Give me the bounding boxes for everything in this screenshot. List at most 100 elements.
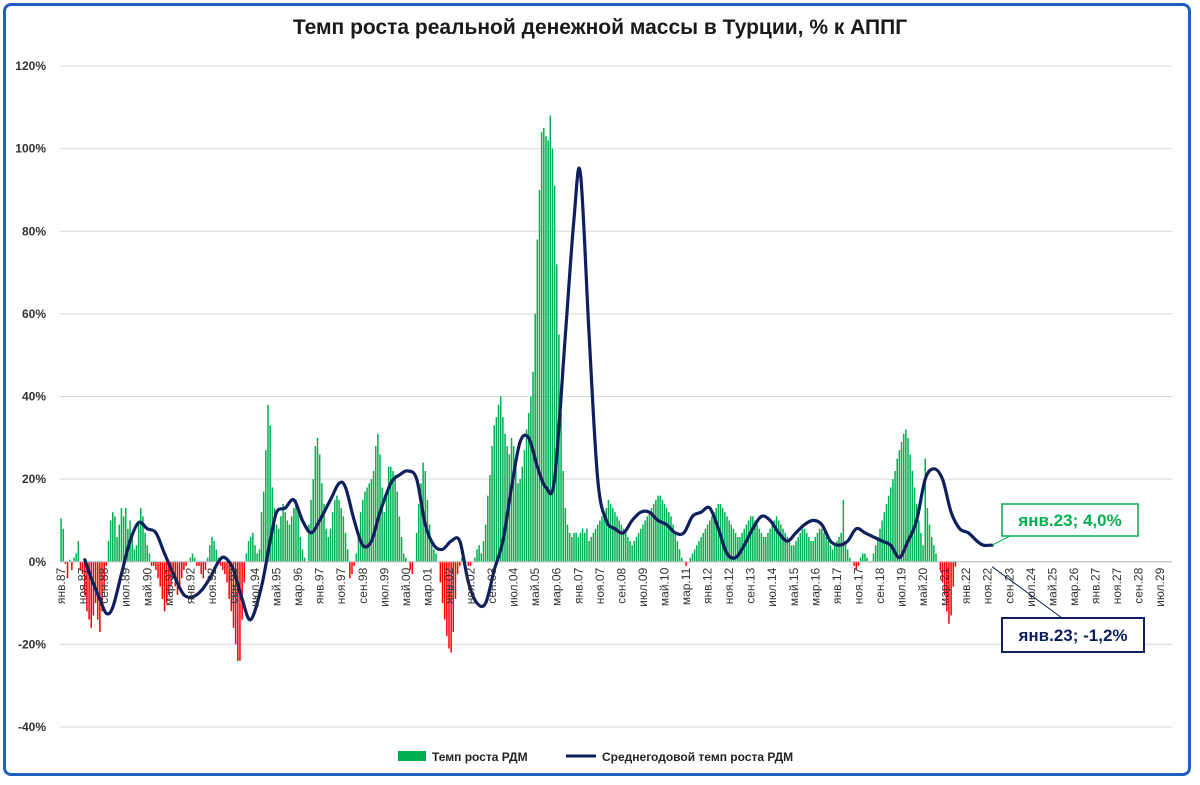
bar xyxy=(943,561,946,595)
bar xyxy=(318,454,321,562)
bar xyxy=(456,561,459,575)
bar xyxy=(157,561,159,579)
bar xyxy=(816,532,819,562)
bar xyxy=(504,433,506,562)
bar xyxy=(907,437,909,562)
bar xyxy=(150,561,153,566)
bar xyxy=(657,495,659,562)
x-tick-label: мар.26 xyxy=(1067,567,1081,606)
bar xyxy=(280,516,282,562)
bar xyxy=(568,532,571,562)
bar xyxy=(749,516,752,562)
bar xyxy=(844,541,847,562)
bar xyxy=(168,561,170,595)
bar xyxy=(155,561,157,571)
bar xyxy=(771,524,773,562)
bar xyxy=(405,557,407,562)
bar xyxy=(721,508,724,562)
chart-frame xyxy=(3,3,1191,776)
bar xyxy=(827,541,830,562)
x-tick-label: сен.93 xyxy=(226,567,240,603)
bar xyxy=(728,520,730,562)
bar xyxy=(362,499,364,562)
bar xyxy=(601,516,603,562)
bar xyxy=(312,479,314,562)
bar xyxy=(198,561,200,566)
bar xyxy=(902,433,905,562)
bar xyxy=(118,524,121,562)
callouts: янв.23; 4,0% янв.23; -1,2% xyxy=(991,503,1145,653)
x-tick-label: май.90 xyxy=(140,567,154,606)
bar xyxy=(439,561,442,583)
bar xyxy=(66,561,69,579)
bar xyxy=(377,433,379,562)
bar xyxy=(814,536,817,562)
bar xyxy=(846,549,849,562)
bar xyxy=(94,561,97,604)
bar xyxy=(252,532,254,562)
bar xyxy=(340,508,342,562)
bar xyxy=(396,491,399,562)
bar xyxy=(226,561,228,583)
bar xyxy=(484,524,487,562)
bar xyxy=(400,536,403,562)
bar xyxy=(344,532,347,562)
bar xyxy=(760,532,763,562)
bar xyxy=(564,508,567,562)
y-tick-label: -20% xyxy=(18,637,46,651)
bar xyxy=(928,524,931,562)
bar xyxy=(584,532,586,562)
bar xyxy=(213,541,215,562)
bar xyxy=(790,545,793,562)
bar xyxy=(890,487,892,562)
x-tick-label: ноя.97 xyxy=(334,567,348,604)
bar xyxy=(262,491,265,562)
bar xyxy=(737,536,739,562)
bar xyxy=(478,545,480,562)
bar xyxy=(152,561,155,566)
bar xyxy=(219,561,222,566)
bar xyxy=(933,545,935,562)
x-tick-label: мар.01 xyxy=(420,567,434,606)
bar xyxy=(954,561,957,567)
x-tick-label: июл.09 xyxy=(636,567,650,606)
bar xyxy=(267,404,269,562)
bar xyxy=(678,549,681,562)
bar xyxy=(715,508,717,562)
bar xyxy=(663,503,666,562)
bar xyxy=(124,508,127,562)
bar xyxy=(211,536,213,562)
bar xyxy=(418,503,420,562)
bar xyxy=(926,508,929,562)
bar xyxy=(708,520,711,562)
bar xyxy=(911,470,914,562)
bar xyxy=(495,417,498,562)
x-tick-label: ноя.02 xyxy=(464,567,478,604)
bar xyxy=(215,549,217,562)
bar xyxy=(189,557,192,562)
bar xyxy=(635,536,638,562)
bar xyxy=(624,532,627,562)
bar xyxy=(163,561,166,612)
bar xyxy=(185,561,187,566)
bar xyxy=(674,532,677,562)
bar xyxy=(392,470,394,562)
bar xyxy=(864,553,866,562)
bar xyxy=(254,545,256,562)
bar xyxy=(506,446,508,562)
bar xyxy=(206,557,209,562)
callout-leader-green xyxy=(991,535,1011,546)
bar xyxy=(308,524,310,562)
bar xyxy=(448,561,450,649)
bar xyxy=(577,536,580,562)
bar xyxy=(773,520,776,562)
y-tick-label: 60% xyxy=(22,307,46,321)
bar xyxy=(502,417,504,562)
bar xyxy=(586,528,588,562)
bar xyxy=(174,561,177,587)
bar xyxy=(357,532,360,562)
bar xyxy=(133,549,136,562)
bar xyxy=(325,528,327,562)
bar xyxy=(543,127,545,562)
bar xyxy=(545,136,547,562)
